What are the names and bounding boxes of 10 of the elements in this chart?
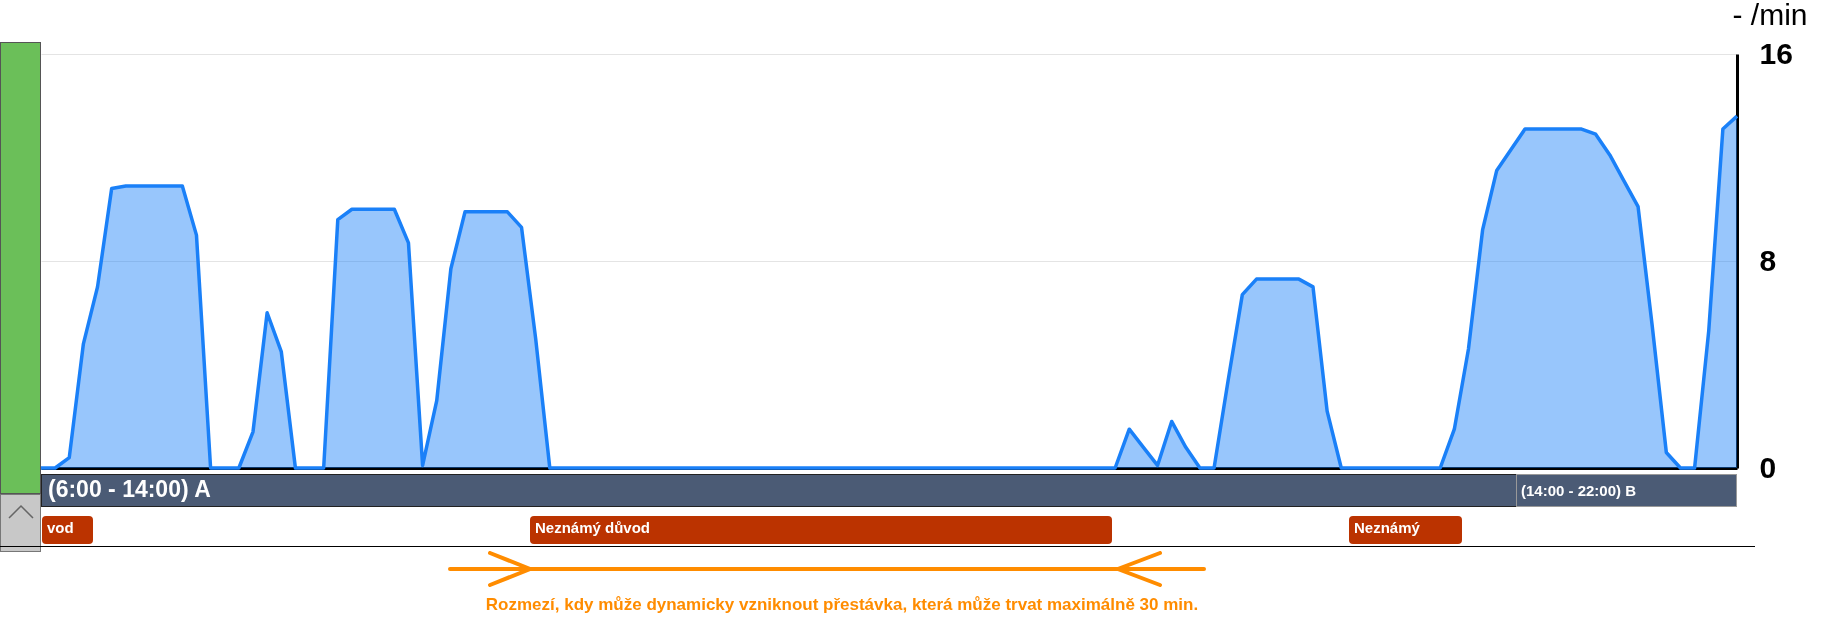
- text: Rozmezí, kdy může dynamicky vzniknout přestávka, která může trvat maximálně 30 min.: [484, 595, 1200, 615]
- text: Neznámý: [1349, 516, 1462, 544]
- text: vod: [42, 516, 93, 544]
- text: Neznámý důvod: [530, 516, 1112, 544]
- y-axis-title: - /min: [1732, 0, 1808, 31]
- text: (14:00 - 22:00) B: [1521, 482, 1637, 499]
- y-tick-label: 0: [1759, 450, 1777, 484]
- y-tick-label: 16: [1759, 36, 1793, 70]
- y-tick-label: 8: [1759, 243, 1777, 277]
- text: (6:00 - 14:00) A: [48, 476, 211, 503]
